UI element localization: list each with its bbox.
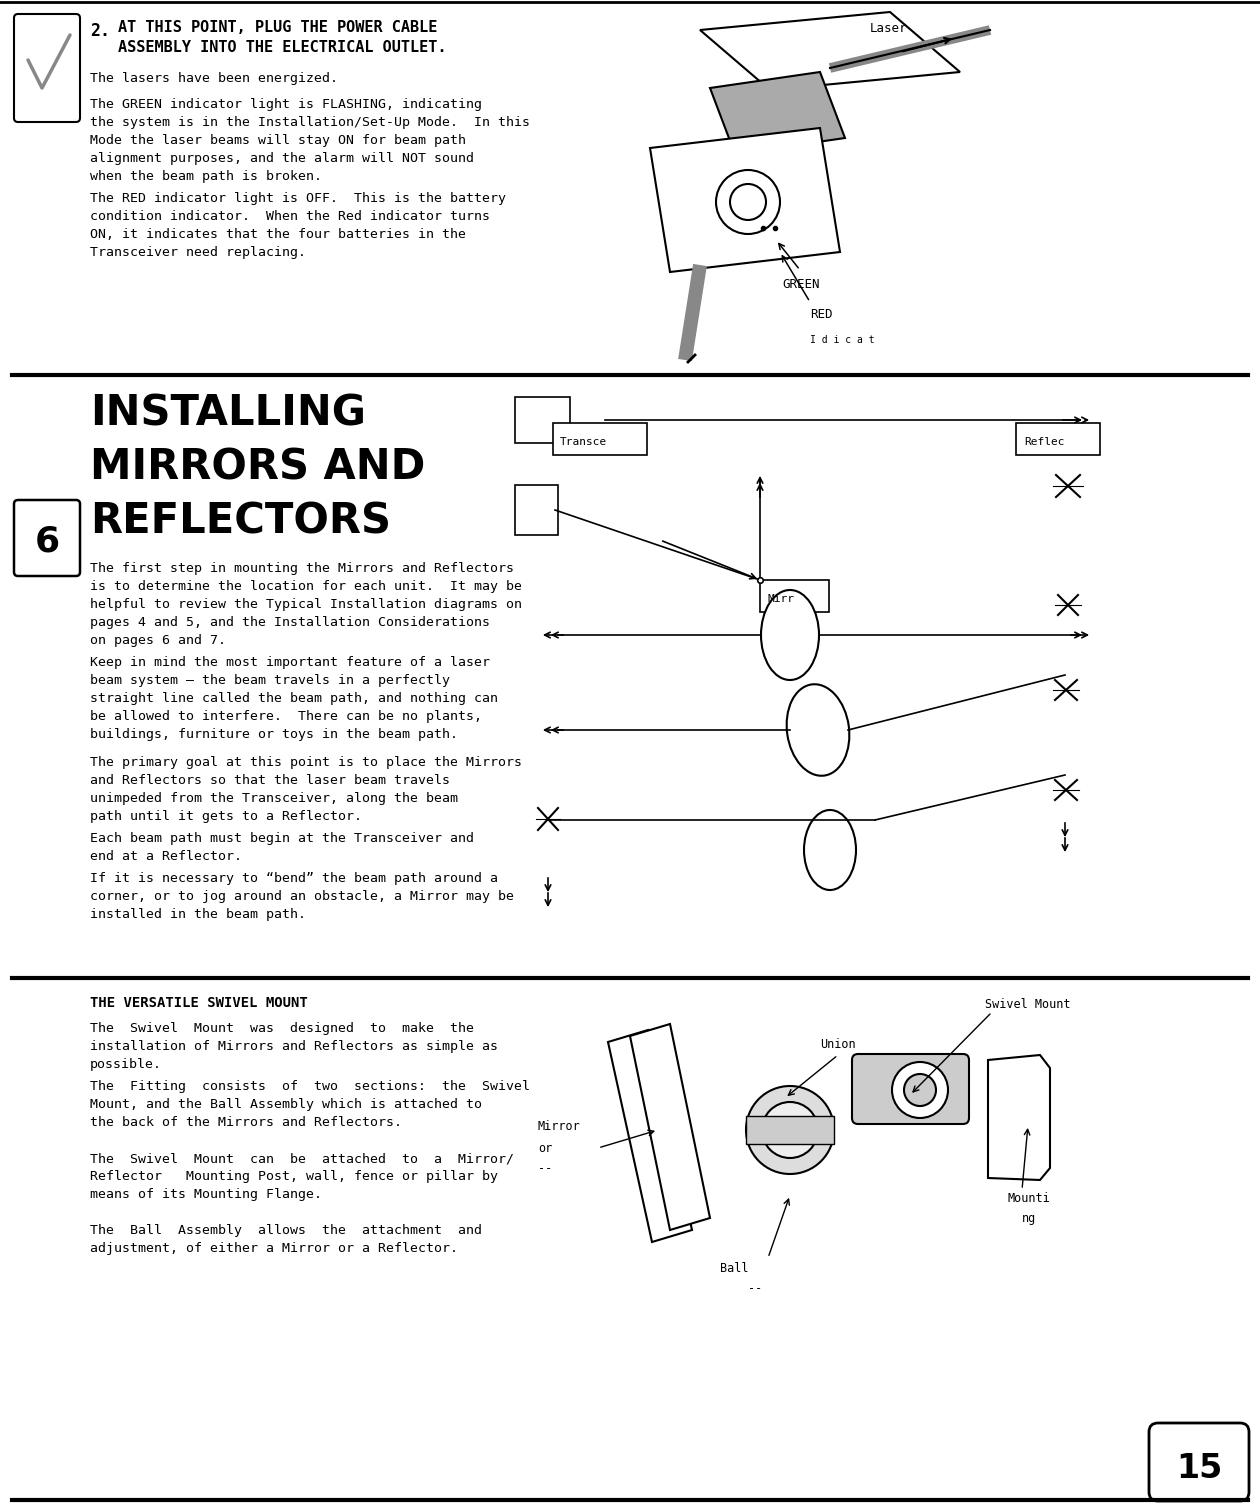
Text: 2.: 2. [89, 23, 110, 39]
Text: installed in the beam path.: installed in the beam path. [89, 908, 306, 921]
Text: helpful to review the Typical Installation diagrams on: helpful to review the Typical Installati… [89, 598, 522, 612]
Text: The lasers have been energized.: The lasers have been energized. [89, 72, 338, 85]
Circle shape [730, 184, 766, 220]
Polygon shape [701, 12, 960, 91]
Text: beam system – the beam travels in a perfectly: beam system – the beam travels in a perf… [89, 673, 450, 687]
Circle shape [746, 1086, 834, 1173]
Text: possible.: possible. [89, 1059, 163, 1071]
Text: Mode the laser beams will stay ON for beam path: Mode the laser beams will stay ON for be… [89, 134, 466, 146]
Text: 15: 15 [1176, 1453, 1222, 1484]
Text: adjustment, of either a Mirror or a Reflector.: adjustment, of either a Mirror or a Refl… [89, 1243, 457, 1255]
Text: pages 4 and 5, and the Installation Considerations: pages 4 and 5, and the Installation Cons… [89, 616, 490, 630]
Text: or: or [538, 1142, 552, 1155]
Text: Transceiver need replacing.: Transceiver need replacing. [89, 246, 306, 260]
Text: The primary goal at this point is to place the Mirrors: The primary goal at this point is to pla… [89, 757, 522, 769]
Text: RED: RED [810, 308, 833, 322]
Text: Swivel Mount: Swivel Mount [985, 998, 1071, 1012]
Text: corner, or to jog around an obstacle, a Mirror may be: corner, or to jog around an obstacle, a … [89, 889, 514, 903]
Text: GREEN: GREEN [782, 278, 819, 291]
Text: ng: ng [1022, 1213, 1036, 1225]
Circle shape [892, 1062, 948, 1117]
Text: means of its Mounting Flange.: means of its Mounting Flange. [89, 1188, 323, 1200]
Text: condition indicator.  When the Red indicator turns: condition indicator. When the Red indica… [89, 210, 490, 223]
Polygon shape [609, 1030, 692, 1243]
Text: The  Ball  Assembly  allows  the  attachment  and: The Ball Assembly allows the attachment … [89, 1225, 483, 1237]
Text: --: -- [538, 1163, 552, 1175]
Ellipse shape [804, 809, 856, 889]
Text: I d i c a t: I d i c a t [810, 335, 874, 344]
FancyBboxPatch shape [1149, 1422, 1249, 1501]
Bar [750, 1111, 830, 1148]
Text: ON, it indicates that the four batteries in the: ON, it indicates that the four batteries… [89, 228, 466, 242]
Text: 6: 6 [34, 524, 59, 559]
Text: The RED indicator light is OFF.  This is the battery: The RED indicator light is OFF. This is … [89, 192, 507, 205]
Text: when the beam path is broken.: when the beam path is broken. [89, 171, 323, 183]
Text: The  Swivel  Mount  can  be  attached  to  a  Mirror/: The Swivel Mount can be attached to a Mi… [89, 1152, 514, 1166]
Text: Mirr: Mirr [767, 593, 794, 604]
Text: REFLECTORS: REFLECTORS [89, 500, 391, 542]
Polygon shape [650, 128, 840, 272]
Text: be allowed to interfere.  There can be no plants,: be allowed to interfere. There can be no… [89, 710, 483, 723]
Text: installation of Mirrors and Reflectors as simple as: installation of Mirrors and Reflectors a… [89, 1040, 498, 1052]
FancyBboxPatch shape [14, 500, 79, 575]
Ellipse shape [786, 684, 849, 776]
Text: If it is necessary to “bend” the beam path around a: If it is necessary to “bend” the beam pa… [89, 871, 498, 885]
Circle shape [716, 171, 780, 234]
FancyBboxPatch shape [14, 14, 79, 122]
Text: ASSEMBLY INTO THE ELECTRICAL OUTLET.: ASSEMBLY INTO THE ELECTRICAL OUTLET. [118, 39, 446, 54]
Text: Mount, and the Ball Assembly which is attached to: Mount, and the Ball Assembly which is at… [89, 1098, 483, 1111]
Text: alignment purposes, and the alarm will NOT sound: alignment purposes, and the alarm will N… [89, 153, 474, 165]
Text: The  Fitting  consists  of  two  sections:  the  Swivel: The Fitting consists of two sections: th… [89, 1080, 530, 1093]
Text: THE VERSATILE SWIVEL MOUNT: THE VERSATILE SWIVEL MOUNT [89, 997, 307, 1010]
Polygon shape [515, 485, 558, 535]
Text: Transce: Transce [559, 436, 607, 447]
Text: is to determine the location for each unit.  It may be: is to determine the location for each un… [89, 580, 522, 593]
FancyBboxPatch shape [760, 580, 829, 612]
Circle shape [762, 1102, 818, 1158]
Text: the back of the Mirrors and Reflectors.: the back of the Mirrors and Reflectors. [89, 1116, 402, 1129]
Text: The GREEN indicator light is FLASHING, indicating: The GREEN indicator light is FLASHING, i… [89, 98, 483, 112]
Ellipse shape [761, 590, 819, 680]
Text: and Reflectors so that the laser beam travels: and Reflectors so that the laser beam tr… [89, 775, 450, 787]
Text: straight line called the beam path, and nothing can: straight line called the beam path, and … [89, 692, 498, 705]
Text: Reflector   Mounting Post, wall, fence or pillar by: Reflector Mounting Post, wall, fence or … [89, 1170, 498, 1182]
Text: The  Swivel  Mount  was  designed  to  make  the: The Swivel Mount was designed to make th… [89, 1022, 474, 1034]
Text: path until it gets to a Reflector.: path until it gets to a Reflector. [89, 809, 362, 823]
Circle shape [903, 1074, 936, 1105]
Text: Ball: Ball [719, 1262, 748, 1274]
Text: Mounti: Mounti [1008, 1191, 1051, 1205]
Text: The first step in mounting the Mirrors and Reflectors: The first step in mounting the Mirrors a… [89, 562, 514, 575]
Text: INSTALLING: INSTALLING [89, 393, 365, 433]
Text: AT THIS POINT, PLUG THE POWER CABLE: AT THIS POINT, PLUG THE POWER CABLE [118, 20, 437, 35]
Text: MIRRORS AND: MIRRORS AND [89, 445, 426, 488]
Text: Union: Union [820, 1037, 856, 1051]
Polygon shape [709, 72, 845, 154]
Polygon shape [630, 1024, 709, 1231]
Bar [746, 1116, 834, 1145]
FancyBboxPatch shape [852, 1054, 969, 1123]
Text: Keep in mind the most important feature of a laser: Keep in mind the most important feature … [89, 655, 490, 669]
Polygon shape [988, 1055, 1050, 1179]
FancyBboxPatch shape [553, 423, 646, 455]
Text: end at a Reflector.: end at a Reflector. [89, 850, 242, 864]
Polygon shape [515, 397, 570, 442]
Text: --: -- [748, 1282, 762, 1296]
FancyBboxPatch shape [1016, 423, 1100, 455]
Text: Each beam path must begin at the Transceiver and: Each beam path must begin at the Transce… [89, 832, 474, 846]
Text: Laser: Laser [869, 23, 907, 35]
Text: Reflec: Reflec [1024, 436, 1065, 447]
Text: Mirror: Mirror [538, 1120, 581, 1132]
Text: on pages 6 and 7.: on pages 6 and 7. [89, 634, 226, 646]
Text: unimpeded from the Transceiver, along the beam: unimpeded from the Transceiver, along th… [89, 793, 457, 805]
Text: the system is in the Installation/Set-Up Mode.  In this: the system is in the Installation/Set-Up… [89, 116, 530, 128]
Text: buildings, furniture or toys in the beam path.: buildings, furniture or toys in the beam… [89, 728, 457, 741]
